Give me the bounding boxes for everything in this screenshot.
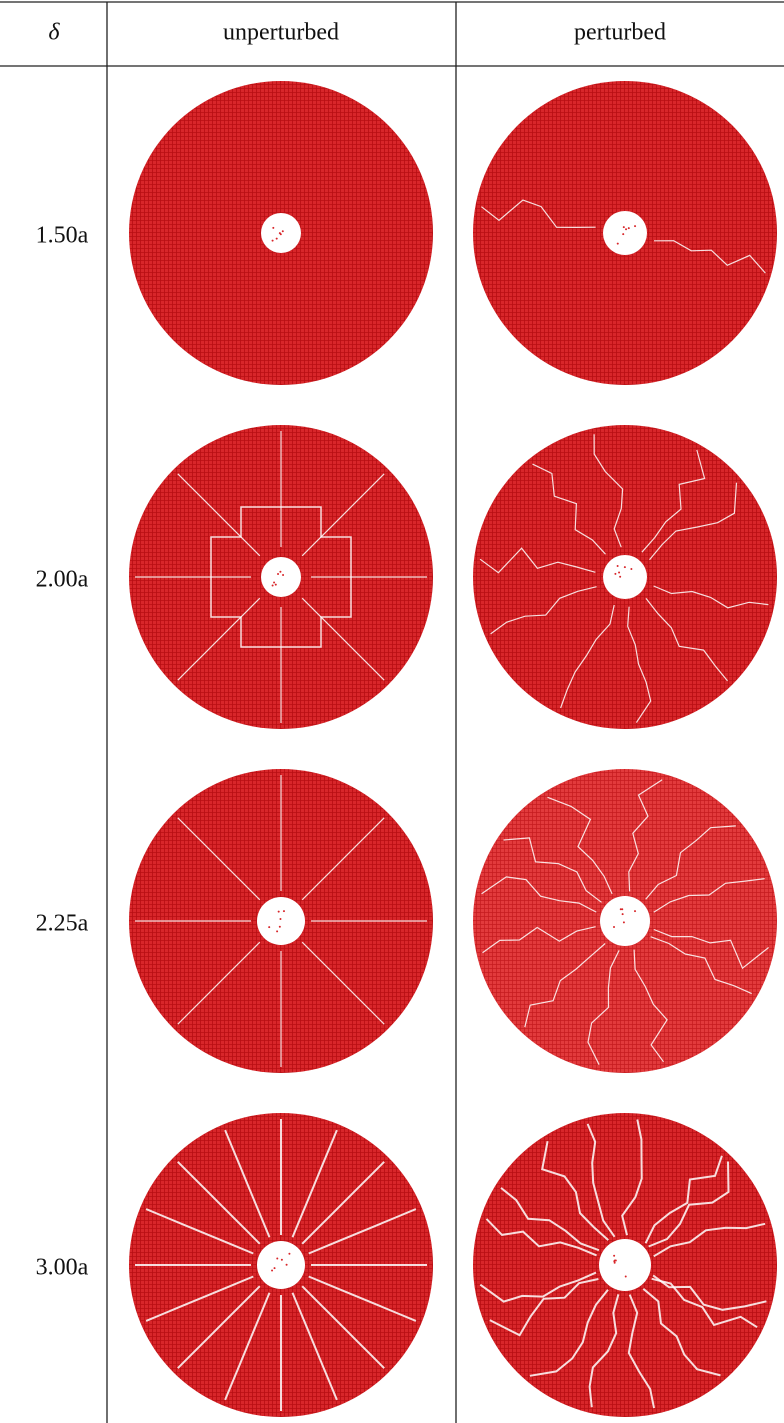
atom-dot	[276, 1258, 278, 1260]
atom-dot	[617, 243, 619, 245]
atom-dot	[275, 584, 277, 586]
simulation-panel	[473, 81, 777, 385]
atom-dot	[282, 574, 284, 576]
atom-dot	[625, 228, 627, 230]
atom-dot	[277, 573, 279, 575]
atom-dot	[276, 930, 278, 932]
atom-dot	[614, 1260, 616, 1262]
central-hole	[261, 557, 301, 597]
atom-dot	[268, 926, 270, 928]
atom-dot	[623, 226, 625, 228]
atom-dot	[634, 225, 636, 227]
atom-dot	[288, 1253, 290, 1255]
header-cell: unperturbed	[223, 20, 339, 46]
atom-dot	[623, 921, 625, 923]
simulation-panel	[129, 1113, 433, 1417]
atom-dot	[625, 1276, 627, 1278]
simulation-panel	[129, 81, 433, 385]
atom-dot	[279, 232, 281, 234]
atom-dot	[281, 1259, 283, 1261]
atom-dot	[274, 1267, 276, 1269]
atom-dot	[613, 926, 615, 928]
central-hole	[603, 555, 647, 599]
atom-dot	[279, 571, 281, 573]
atom-dot	[273, 581, 275, 583]
atom-dot	[276, 238, 278, 240]
central-hole	[600, 896, 650, 946]
atom-dot	[617, 565, 619, 567]
central-hole	[603, 211, 647, 255]
atom-dot	[618, 572, 620, 574]
header-cell: δ	[48, 20, 60, 46]
atom-dot	[622, 233, 624, 235]
atom-dot	[628, 227, 630, 229]
simulation-panel	[473, 769, 777, 1073]
atom-dot	[622, 913, 624, 915]
simulation-panel	[473, 425, 777, 729]
atom-dot	[279, 918, 281, 920]
simulation-panel	[129, 769, 433, 1073]
simulation-panel	[129, 425, 433, 729]
atom-dot	[272, 585, 274, 587]
figure-table: δ unperturbed perturbed 1.50a 2.00a 2.25a 3…	[0, 0, 784, 1423]
atom-dot	[286, 1264, 288, 1266]
central-hole	[599, 1239, 651, 1291]
row-label: 2.25a	[36, 911, 89, 937]
atom-dot	[272, 227, 274, 229]
panels	[129, 81, 777, 1417]
atom-dot	[282, 230, 284, 232]
atom-dot	[283, 910, 285, 912]
atom-dot	[279, 926, 281, 928]
atom-dot	[621, 908, 623, 910]
central-hole	[257, 1241, 305, 1289]
atom-dot	[271, 1269, 273, 1271]
simulation-panel	[473, 1113, 777, 1417]
atom-dot	[278, 911, 280, 913]
row-label: 1.50a	[36, 223, 89, 249]
row-label: 2.00a	[36, 567, 89, 593]
atom-dot	[630, 568, 632, 570]
central-hole	[257, 897, 305, 945]
atom-dot	[613, 1255, 615, 1257]
atom-dot	[614, 573, 616, 575]
atom-dot	[624, 566, 626, 568]
page: δ unperturbed perturbed 1.50a 2.00a 2.25a 3…	[0, 0, 784, 1423]
atom-dot	[614, 1262, 616, 1264]
header-cell: perturbed	[574, 20, 666, 46]
atom-dot	[619, 576, 621, 578]
atom-dot	[634, 910, 636, 912]
row-label: 3.00a	[36, 1255, 89, 1281]
central-hole	[261, 213, 301, 253]
atom-dot	[272, 240, 274, 242]
